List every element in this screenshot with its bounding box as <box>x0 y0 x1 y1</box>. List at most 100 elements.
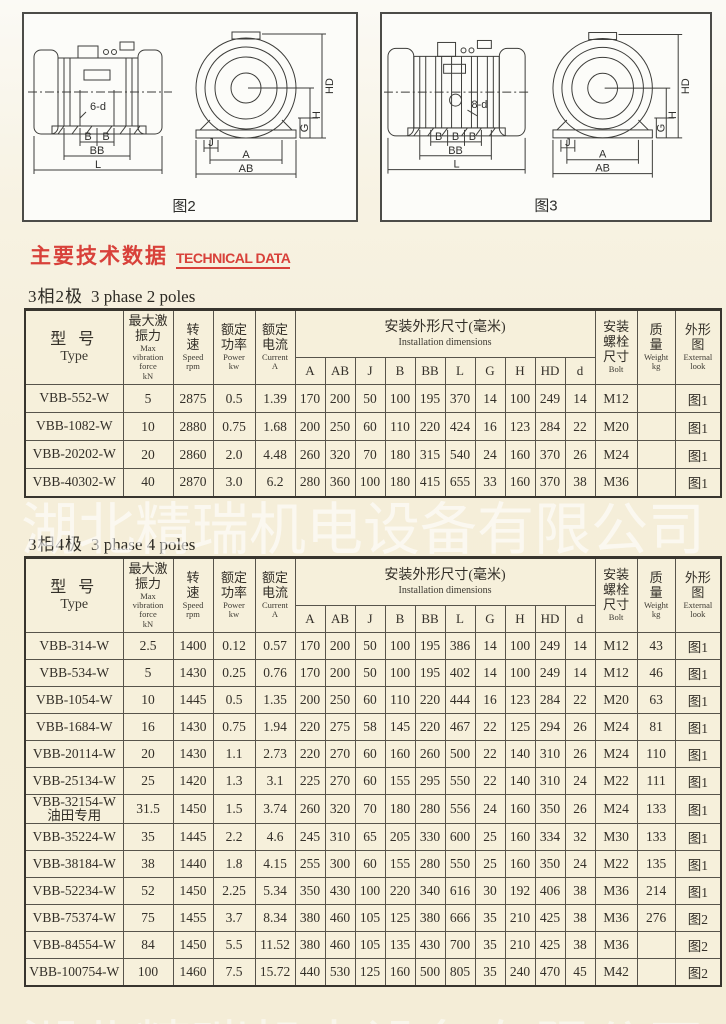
fig2-dim-b: B <box>84 131 91 143</box>
value-cell: 2880 <box>172 412 214 441</box>
table-row: VBB-32154-W 油田专用 31.5 1450 1.5 3.74 260 320 70 1… <box>24 793 722 825</box>
fig3-dim-b: B <box>452 131 459 143</box>
value-cell: 255 <box>294 850 326 879</box>
value-cell: 1.35 <box>254 686 296 714</box>
value-cell: 5 <box>122 659 174 687</box>
value-cell: 380 <box>294 931 326 960</box>
fig2-dim-j: J <box>208 137 214 149</box>
value-cell: 249 <box>534 384 566 413</box>
value-cell: 35 <box>474 958 506 987</box>
value-cell: 35 <box>474 931 506 960</box>
value-cell: 240 <box>504 958 536 987</box>
col-look: 外形 图 External look <box>674 557 722 633</box>
value-cell: 380 <box>414 904 446 933</box>
value-cell: 100 <box>504 659 536 687</box>
value-cell: 图2 <box>674 931 722 960</box>
value-cell <box>636 958 676 987</box>
value-cell: 图1 <box>674 632 722 660</box>
value-cell: 0.5 <box>212 686 256 714</box>
col-dim-l: L <box>444 605 476 633</box>
value-cell: 35 <box>474 904 506 933</box>
value-cell: 330 <box>414 823 446 852</box>
specs-table-2pole: 型 号 Type 最大激 振力 Max vibration force kN 转 速… <box>24 308 723 498</box>
fig2-bolt-label: 6-d <box>90 101 106 113</box>
fig2-dim-b: B <box>102 131 109 143</box>
value-cell: 图2 <box>674 904 722 933</box>
model-cell: VBB-20202-W <box>24 440 124 469</box>
col-speed: 转 速 Speed rpm <box>172 557 214 633</box>
value-cell: 310 <box>324 823 356 852</box>
value-cell: 10 <box>122 412 174 441</box>
model-cell: VBB-534-W <box>24 659 124 687</box>
value-cell: 200 <box>324 632 356 660</box>
value-cell: M36 <box>594 904 638 933</box>
value-cell: 320 <box>324 793 356 825</box>
value-cell: 140 <box>504 767 536 795</box>
value-cell: 0.75 <box>212 713 256 741</box>
value-cell: 14 <box>564 659 596 687</box>
value-cell: 300 <box>324 850 356 879</box>
value-cell: 14 <box>474 384 506 413</box>
col-power: 额定 功率 Power kw <box>212 309 256 385</box>
value-cell: 1.5 <box>212 793 256 825</box>
value-cell: 350 <box>294 877 326 906</box>
value-cell <box>636 440 676 469</box>
value-cell: 155 <box>384 850 416 879</box>
value-cell: 460 <box>324 931 356 960</box>
value-cell: 133 <box>636 793 676 825</box>
value-cell: 1.39 <box>254 384 296 413</box>
value-cell: 214 <box>636 877 676 906</box>
model-cell: VBB-75374-W <box>24 904 124 933</box>
fig2-dim-a: A <box>242 149 250 161</box>
value-cell: 图1 <box>674 659 722 687</box>
value-cell: 图1 <box>674 877 722 906</box>
value-cell: 380 <box>294 904 326 933</box>
value-cell: 270 <box>324 740 356 768</box>
value-cell: 图1 <box>674 823 722 852</box>
col-type: 型 号 Type <box>24 557 124 633</box>
col-dim-d: d <box>564 605 596 633</box>
value-cell: 50 <box>354 384 386 413</box>
value-cell: 550 <box>444 767 476 795</box>
value-cell: 430 <box>414 931 446 960</box>
value-cell: 220 <box>414 713 446 741</box>
value-cell: 26 <box>564 713 596 741</box>
value-cell: M24 <box>594 793 638 825</box>
value-cell: 38 <box>564 904 596 933</box>
value-cell: 260 <box>414 740 446 768</box>
value-cell: 5.5 <box>212 931 256 960</box>
value-cell <box>636 384 676 413</box>
value-cell: 图1 <box>674 850 722 879</box>
value-cell: 170 <box>294 659 326 687</box>
table-row: VBB-534-W 5 1430 0.25 0.76 170 200 50 100 195 402 1… <box>24 659 722 687</box>
table-row: VBB-552-W 5 2875 0.5 1.39 170 200 50 100 195 370 14… <box>24 384 722 413</box>
value-cell: 284 <box>534 412 566 441</box>
model-cell: VBB-32154-W 油田专用 <box>24 793 124 825</box>
value-cell: 0.12 <box>212 632 256 660</box>
value-cell: 4.48 <box>254 440 296 469</box>
value-cell: 35 <box>122 823 174 852</box>
value-cell: 6.2 <box>254 468 296 497</box>
col-dim-a: A <box>294 357 326 385</box>
value-cell: 50 <box>354 632 386 660</box>
col-dim-j: J <box>354 605 386 633</box>
value-cell: 470 <box>534 958 566 987</box>
col-bolt: 安装 螺栓 尺寸 Bolt <box>594 309 638 385</box>
company-watermark-bottom: 湖北精瑞机电设备有限公司 <box>0 1002 726 1024</box>
value-cell: 11.52 <box>254 931 296 960</box>
value-cell: 125 <box>354 958 386 987</box>
value-cell: 15.72 <box>254 958 296 987</box>
col-dim-b: B <box>384 605 416 633</box>
col-current: 额定 电流 Current A <box>254 557 296 633</box>
value-cell: 1455 <box>172 904 214 933</box>
value-cell: 386 <box>444 632 476 660</box>
value-cell: 70 <box>354 793 386 825</box>
value-cell: 350 <box>534 793 566 825</box>
fig2-dim-l: L <box>95 159 101 171</box>
figure-3-panel: 8-d B B B BB L <box>380 12 712 222</box>
value-cell: 100 <box>384 632 416 660</box>
value-cell: 22 <box>564 412 596 441</box>
value-cell: 424 <box>444 412 476 441</box>
col-dimensions-group: 安装外形尺寸(毫米) Installation dimensions <box>294 309 596 358</box>
value-cell: 0.57 <box>254 632 296 660</box>
